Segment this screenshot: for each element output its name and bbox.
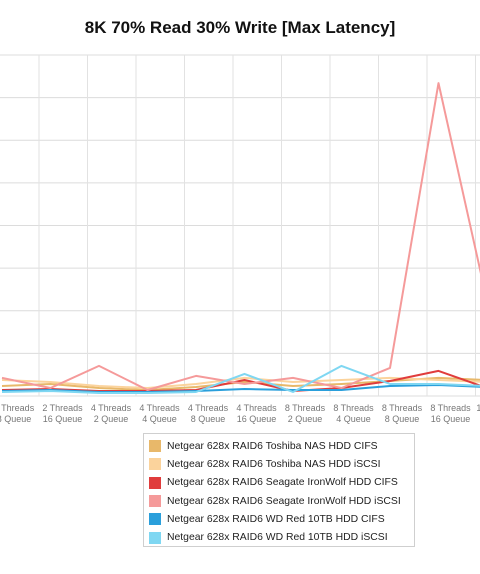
legend-swatch bbox=[149, 531, 161, 544]
legend-item[interactable]: Netgear 628x RAID6 WD Red 10TB HDD CIFS bbox=[144, 510, 414, 528]
legend-swatch bbox=[149, 440, 161, 453]
legend-label: Netgear 628x RAID6 Seagate IronWolf HDD … bbox=[167, 477, 398, 489]
series-lines bbox=[1, 82, 480, 394]
x-tick-label: 4 Threads 4 Queue bbox=[139, 403, 180, 424]
legend-label: Netgear 628x RAID6 WD Red 10TB HDD CIFS bbox=[167, 513, 385, 525]
x-tick-label: 8 Threads 16 Queue bbox=[430, 403, 471, 424]
x-tick-label: 8 Threads 2 Queue bbox=[285, 403, 326, 424]
series-line-6 bbox=[1, 364, 480, 394]
series-line-1 bbox=[1, 376, 480, 391]
legend-label: Netgear 628x RAID6 Seagate IronWolf HDD … bbox=[167, 495, 401, 507]
x-tick-label: 8 Threads 4 Queue bbox=[333, 403, 374, 424]
x-tick-label: 4 Threads 16 Queue bbox=[236, 403, 277, 424]
legend-swatch bbox=[149, 476, 161, 489]
legend-swatch bbox=[149, 513, 161, 526]
legend: Netgear 628x RAID6 Toshiba NAS HDD CIFS N… bbox=[143, 433, 415, 547]
legend-item[interactable]: Netgear 628x RAID6 Seagate IronWolf HDD … bbox=[144, 492, 414, 510]
legend-label: Netgear 628x RAID6 Toshiba NAS HDD iSCSI bbox=[167, 458, 381, 470]
legend-item[interactable]: Netgear 628x RAID6 Toshiba NAS HDD iSCSI bbox=[144, 455, 414, 473]
legend-item[interactable]: Netgear 628x RAID6 Seagate IronWolf HDD … bbox=[144, 474, 414, 492]
series-line-3 bbox=[1, 369, 480, 392]
legend-label: Netgear 628x RAID6 WD Red 10TB HDD iSCSI bbox=[167, 532, 388, 544]
legend-swatch bbox=[149, 458, 161, 471]
series-line-4 bbox=[1, 82, 480, 391]
legend-label: Netgear 628x RAID6 Toshiba NAS HDD CIFS bbox=[167, 440, 378, 452]
legend-item[interactable]: Netgear 628x RAID6 Toshiba NAS HDD CIFS bbox=[144, 437, 414, 455]
x-tick-label: 4 Threads 2 Queue bbox=[91, 403, 132, 424]
x-tick-label: 2 Threads 16 Queue bbox=[42, 403, 83, 424]
x-tick-label: 4 Threads 8 Queue bbox=[188, 403, 229, 424]
gridlines bbox=[0, 54, 480, 397]
x-tick-label: 8 Threads 8 Queue bbox=[382, 403, 423, 424]
chart-title: 8K 70% Read 30% Write [Max Latency] bbox=[84, 18, 396, 37]
legend-swatch bbox=[149, 495, 161, 508]
legend-item[interactable]: Netgear 628x RAID6 WD Red 10TB HDD iSCSI bbox=[144, 528, 414, 546]
